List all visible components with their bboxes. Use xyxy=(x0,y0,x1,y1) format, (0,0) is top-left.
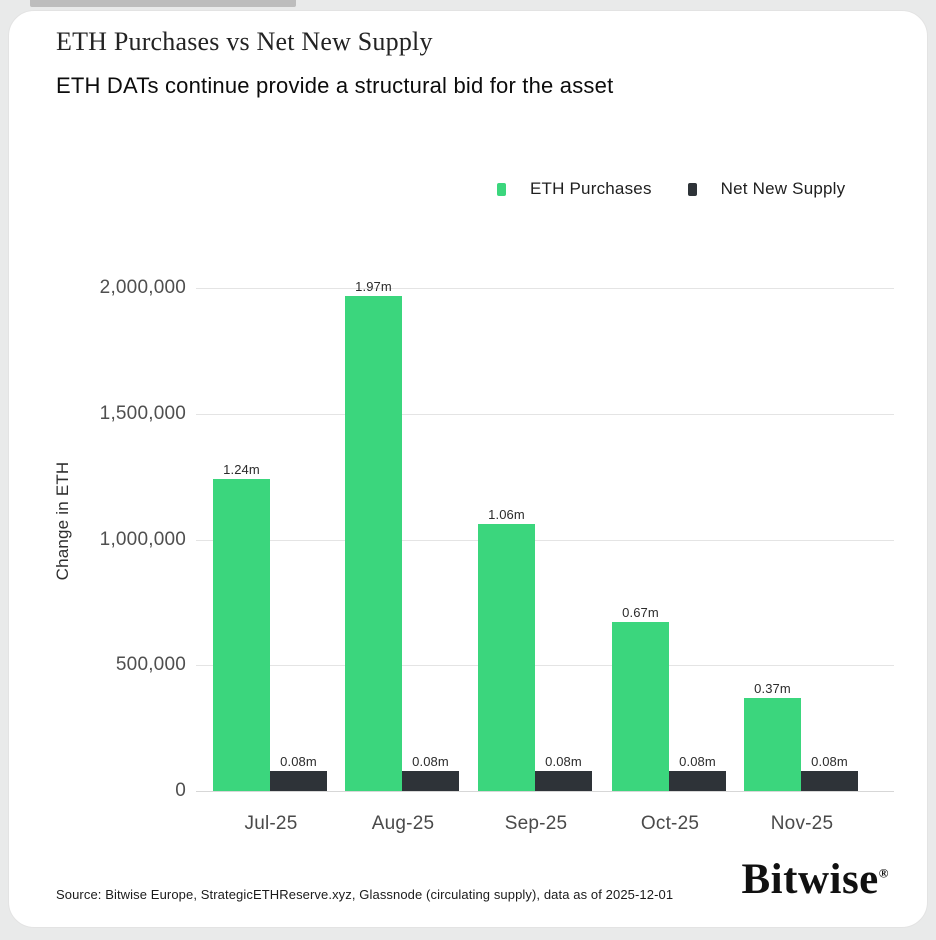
net-new-supply-value-label: 0.08m xyxy=(811,753,848,769)
chart-subtitle: ETH DATs continue provide a structural b… xyxy=(56,73,614,98)
eth-purchases-value-label: 0.67m xyxy=(622,605,659,621)
chart-card: ETH Purchases vs Net New Supply ETH DATs… xyxy=(8,10,928,928)
x-tick-label-Nov-25: Nov-25 xyxy=(770,813,834,834)
x-tick-label-Sep-25: Sep-25 xyxy=(504,813,568,834)
gridline-1,000,000 xyxy=(196,539,894,541)
bitwise-logo-text: Bitwise xyxy=(741,856,879,903)
y-tick-label: 1,000,000 xyxy=(99,528,186,550)
gridline-1,500,000 xyxy=(196,413,894,415)
net-new-supply-value-label: 0.08m xyxy=(280,753,317,769)
cropped-top-bar xyxy=(30,0,296,7)
net-new-supply-bar-Oct-25 xyxy=(669,770,726,791)
bitwise-logo: Bitwise® xyxy=(742,855,890,904)
net-new-supply-value-label: 0.08m xyxy=(679,753,716,769)
eth-purchases-bar-Nov-25 xyxy=(744,697,801,791)
chart-title: ETH Purchases vs Net New Supply xyxy=(56,27,433,56)
x-tick-label-Aug-25: Aug-25 xyxy=(371,813,435,834)
registered-trademark-icon: ® xyxy=(878,865,889,881)
x-tick-label-Oct-25: Oct-25 xyxy=(640,813,700,834)
eth-purchases-bar-Oct-25 xyxy=(612,622,669,791)
y-tick-label: 2,000,000 xyxy=(99,277,186,298)
net-new-supply-swatch-icon xyxy=(687,182,697,196)
net-new-supply-bar-Nov-25 xyxy=(801,770,858,791)
y-tick-label: 1,500,000 xyxy=(99,402,186,424)
eth-purchases-bar-Jul-25 xyxy=(213,479,270,791)
y-tick-label: 0 xyxy=(175,780,186,801)
net-new-supply-bar-Jul-25 xyxy=(270,770,327,791)
legend-item-net-new-supply: Net New Supply xyxy=(687,179,846,199)
legend-label: ETH Purchases xyxy=(530,179,652,198)
gridline-500,000 xyxy=(196,665,894,667)
y-tick-label: 500,000 xyxy=(115,654,186,676)
source-attribution: Source: Bitwise Europe, StrategicETHRese… xyxy=(56,887,674,902)
bar-chart-plot-area: 0 500,000 1,000,000 1,500,000 2,000,000 1.24m… xyxy=(9,11,927,927)
eth-purchases-swatch-icon xyxy=(497,182,506,196)
gridline-2,000,000 xyxy=(196,288,894,289)
legend-label: Net New Supply xyxy=(720,179,846,198)
net-new-supply-value-label: 0.08m xyxy=(545,753,582,769)
gridline-0 xyxy=(196,791,894,792)
eth-purchases-bar-Aug-25 xyxy=(345,295,402,791)
net-new-supply-bar-Sep-25 xyxy=(535,770,592,791)
legend-item-eth-purchases: ETH Purchases xyxy=(497,179,652,199)
net-new-supply-value-label: 0.08m xyxy=(412,753,449,769)
net-new-supply-bar-Aug-25 xyxy=(402,770,459,791)
eth-purchases-value-label: 1.06m xyxy=(488,507,525,523)
eth-purchases-value-label: 1.97m xyxy=(355,278,392,294)
x-tick-label-Jul-25: Jul-25 xyxy=(244,813,298,834)
eth-purchases-value-label: 0.37m xyxy=(754,680,791,696)
eth-purchases-bar-Sep-25 xyxy=(478,524,535,791)
eth-purchases-value-label: 1.24m xyxy=(223,462,260,478)
chart-legend: ETH Purchases Net New Supply xyxy=(497,177,867,201)
